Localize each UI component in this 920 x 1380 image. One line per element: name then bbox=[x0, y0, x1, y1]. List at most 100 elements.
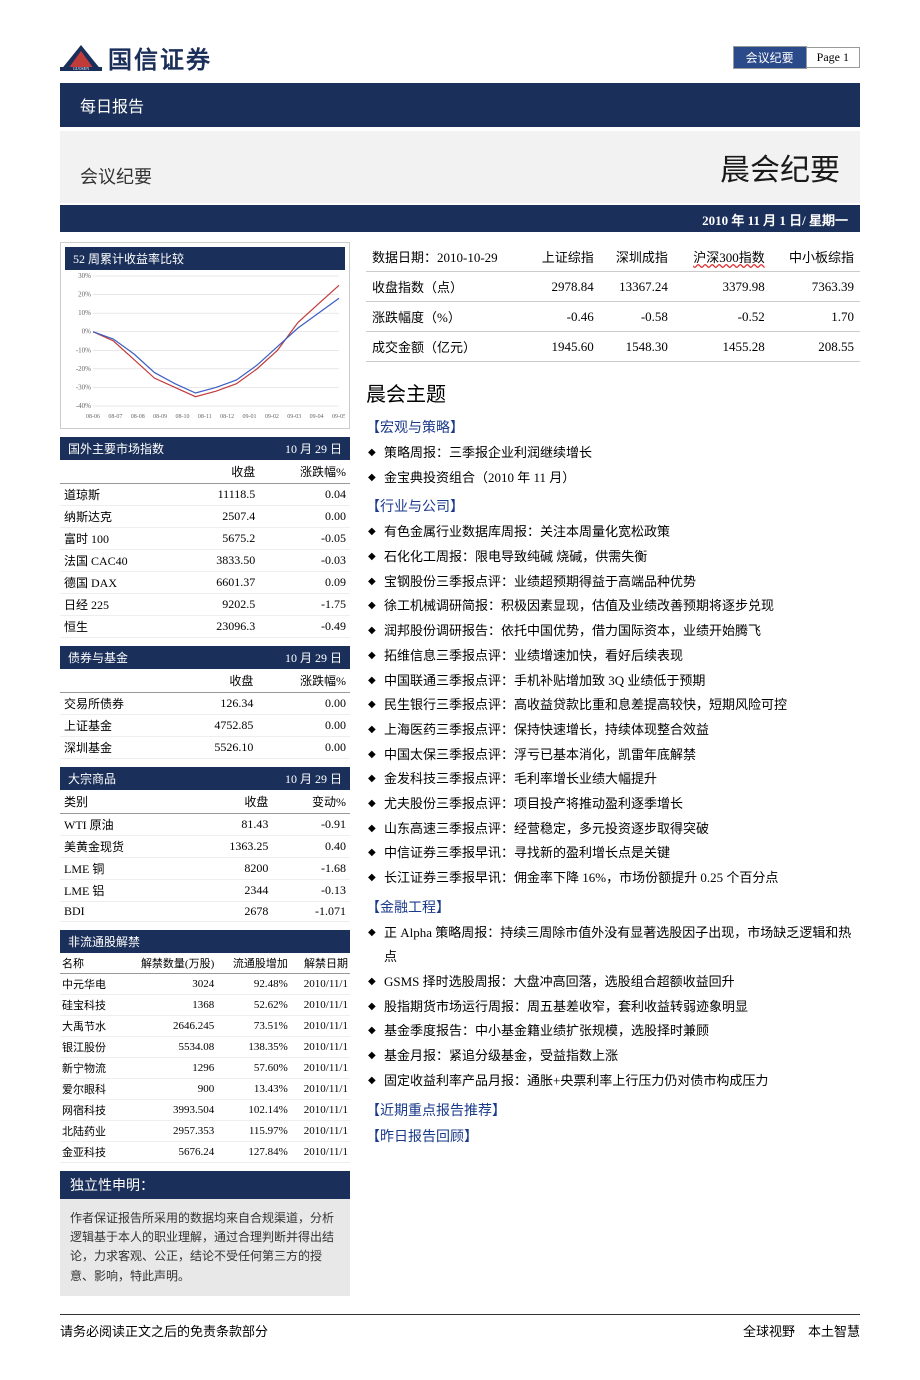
list-item: 中国太保三季报点评：浮亏已基本消化，凯雷年底解禁 bbox=[366, 743, 860, 768]
table-row: 上证基金4752.850.00 bbox=[60, 715, 350, 737]
date-bar: 2010 年 11 月 1 日/ 星期一 bbox=[60, 205, 860, 232]
svg-text:30%: 30% bbox=[78, 272, 91, 280]
table-row: 成交金额（亿元）1945.601548.301455.28208.55 bbox=[366, 332, 860, 362]
svg-text:08-10: 08-10 bbox=[175, 414, 189, 420]
list-item: 中信证券三季报早讯：寻找新的盈利增长点是关键 bbox=[366, 841, 860, 866]
list-item: 有色金属行业数据库周报：关注本周量化宽松政策 bbox=[366, 520, 860, 545]
table-row: 金亚科技5676.24127.84%2010/11/1 bbox=[60, 1142, 350, 1163]
foreign-idx-header: 国外主要市场指数 10 月 29 日 bbox=[60, 437, 350, 460]
footer-left: 请务必阅读正文之后的免责条款部分 bbox=[60, 1321, 268, 1340]
list-item: 上海医药三季报点评：保持快速增长，持续体现整合效益 bbox=[366, 718, 860, 743]
foreign-idx-date: 10 月 29 日 bbox=[285, 440, 342, 457]
table-row: 银江股份5534.08138.35%2010/11/1 bbox=[60, 1037, 350, 1058]
foreign-idx-table: 收盘涨跌幅%道琼斯11118.50.04纳斯达克2507.40.00富时 100… bbox=[60, 460, 350, 638]
page-tag-label: 会议纪要 bbox=[733, 46, 807, 69]
footer-right: 全球视野 本土智慧 bbox=[743, 1321, 860, 1340]
table-row: 德国 DAX6601.370.09 bbox=[60, 572, 350, 594]
section-label: 【行业与公司】 bbox=[366, 496, 860, 516]
theme-sections: 【宏观与策略】策略周报：三季报企业利润继续增长金宝典投资组合（2010 年 11… bbox=[366, 417, 860, 1146]
list-item: 策略周报：三季报企业利润继续增长 bbox=[366, 441, 860, 466]
header-row: GUOSEN 国信证券 会议纪要 Page 1 bbox=[60, 40, 860, 75]
table-row: 涨跌幅度（%）-0.46-0.58-0.521.70 bbox=[366, 302, 860, 332]
index-table: 数据日期：2010-10-29上证综指深圳成指沪深300指数中小板综指收盘指数（… bbox=[366, 242, 860, 362]
list-item: 宝钢股份三季报点评：业绩超预期得益于高端品种优势 bbox=[366, 570, 860, 595]
section-label: 【昨日报告回顾】 bbox=[366, 1126, 860, 1146]
list-item: 固定收益利率产品月报：通胀+央票利率上行压力仍对债市构成压力 bbox=[366, 1069, 860, 1094]
section-label: 【宏观与策略】 bbox=[366, 417, 860, 437]
table-row: 爱尔眼科90013.43%2010/11/1 bbox=[60, 1079, 350, 1100]
list-item: 民生银行三季报点评：高收益贷款比重和息差提高较快，短期风险可控 bbox=[366, 693, 860, 718]
foreign-idx-title: 国外主要市场指数 bbox=[68, 440, 164, 457]
main-title: 晨会纪要 bbox=[720, 145, 840, 189]
page-number: Page 1 bbox=[807, 47, 860, 68]
section-label: 【近期重点报告推荐】 bbox=[366, 1100, 860, 1120]
commodities-date: 10 月 29 日 bbox=[285, 770, 342, 787]
svg-text:08-09: 08-09 bbox=[153, 414, 167, 420]
svg-text:08-11: 08-11 bbox=[198, 414, 212, 420]
svg-text:08-07: 08-07 bbox=[108, 414, 122, 420]
svg-text:08-06: 08-06 bbox=[86, 414, 100, 420]
list-item: 基金季度报告：中小基金籍业绩扩张规模，选股择时兼顾 bbox=[366, 1019, 860, 1044]
table-row: 收盘指数（点）2978.8413367.243379.987363.39 bbox=[366, 272, 860, 302]
table-row: 法国 CAC403833.50-0.03 bbox=[60, 550, 350, 572]
list-item: 正 Alpha 策略周报：持续三周除市值外没有显著选股因子出现，市场缺乏逻辑和热… bbox=[366, 921, 860, 970]
right-column: 数据日期：2010-10-29上证综指深圳成指沪深300指数中小板综指收盘指数（… bbox=[366, 242, 860, 1296]
table-row: 中元华电302492.48%2010/11/1 bbox=[60, 974, 350, 995]
disclaimer-title: 独立性申明： bbox=[60, 1171, 350, 1199]
table-row: LME 铜8200-1.68 bbox=[60, 858, 350, 880]
table-row: 纳斯达克2507.40.00 bbox=[60, 506, 350, 528]
table-row: 北陆药业2957.353115.97%2010/11/1 bbox=[60, 1121, 350, 1142]
list-item: 山东高速三季报点评：经营稳定，多元投资逐步取得突破 bbox=[366, 817, 860, 842]
footer: 请务必阅读正文之后的免责条款部分 全球视野 本土智慧 bbox=[60, 1314, 860, 1340]
table-row: 富时 1005675.2-0.05 bbox=[60, 528, 350, 550]
bonds-table: 收盘涨跌幅%交易所债券126.340.00上证基金4752.850.00深圳基金… bbox=[60, 669, 350, 759]
table-row: 大禹节水2646.24573.51%2010/11/1 bbox=[60, 1016, 350, 1037]
svg-text:09-03: 09-03 bbox=[287, 414, 301, 420]
list-item: 金宝典投资组合（2010 年 11 月） bbox=[366, 466, 860, 491]
logo-icon: GUOSEN bbox=[60, 45, 102, 71]
subtitle-row: 会议纪要 晨会纪要 bbox=[60, 131, 860, 203]
unlock-title: 非流通股解禁 bbox=[68, 933, 140, 950]
svg-text:09-05: 09-05 bbox=[332, 414, 345, 420]
table-row: 美黄金现货1363.250.40 bbox=[60, 836, 350, 858]
table-row: 网宿科技3993.504102.14%2010/11/1 bbox=[60, 1100, 350, 1121]
list-item: 润邦股份调研报告：依托中国优势，借力国际资本，业绩开始腾飞 bbox=[366, 619, 860, 644]
list-item: 基金月报：紧追分级基金，受益指数上涨 bbox=[366, 1044, 860, 1069]
return-chart-title: 52 周累计收益率比较 bbox=[65, 247, 345, 270]
bullet-list: 策略周报：三季报企业利润继续增长金宝典投资组合（2010 年 11 月） bbox=[366, 441, 860, 490]
table-row: 深圳基金5526.100.00 bbox=[60, 737, 350, 759]
list-item: 石化化工周报：限电导致纯碱 烧碱，供需失衡 bbox=[366, 545, 860, 570]
table-row: BDI2678-1.071 bbox=[60, 902, 350, 922]
subtitle: 会议纪要 bbox=[80, 163, 152, 189]
table-row: LME 铝2344-0.13 bbox=[60, 880, 350, 902]
svg-text:-10%: -10% bbox=[76, 346, 91, 354]
return-chart-box: 52 周累计收益率比较 30%20%10%0%-10%-20%-30%-40% … bbox=[60, 242, 350, 429]
bonds-header: 债券与基金 10 月 29 日 bbox=[60, 646, 350, 669]
return-chart-svg: 30%20%10%0%-10%-20%-30%-40% 08-0608-0708… bbox=[65, 270, 345, 420]
table-row: 交易所债券126.340.00 bbox=[60, 693, 350, 715]
svg-text:08-12: 08-12 bbox=[220, 414, 234, 420]
unlock-table: 名称解禁数量(万股)流通股增加解禁日期中元华电302492.48%2010/11… bbox=[60, 953, 350, 1163]
bonds-title: 债券与基金 bbox=[68, 649, 128, 666]
commodities-header: 大宗商品 10 月 29 日 bbox=[60, 767, 350, 790]
svg-text:20%: 20% bbox=[78, 291, 91, 299]
svg-text:09-01: 09-01 bbox=[243, 414, 257, 420]
svg-text:10%: 10% bbox=[78, 309, 91, 317]
table-row: 道琼斯11118.50.04 bbox=[60, 484, 350, 506]
daily-report-bar: 每日报告 bbox=[60, 83, 860, 127]
theme-title: 晨会主题 bbox=[366, 378, 860, 407]
table-row: 新宁物流129657.60%2010/11/1 bbox=[60, 1058, 350, 1079]
unlock-header: 非流通股解禁 bbox=[60, 930, 350, 953]
bonds-date: 10 月 29 日 bbox=[285, 649, 342, 666]
svg-text:08-08: 08-08 bbox=[131, 414, 145, 420]
commodities-title: 大宗商品 bbox=[68, 770, 116, 787]
return-chart-title-text: 52 周累计收益率比较 bbox=[73, 250, 184, 267]
commodities-table: 类别收盘变动%WTI 原油81.43-0.91美黄金现货1363.250.40L… bbox=[60, 790, 350, 922]
table-row: 日经 2259202.5-1.75 bbox=[60, 594, 350, 616]
table-row: WTI 原油81.43-0.91 bbox=[60, 814, 350, 836]
table-row: 硅宝科技136852.62%2010/11/1 bbox=[60, 995, 350, 1016]
page-tag: 会议纪要 Page 1 bbox=[733, 46, 860, 69]
list-item: 徐工机械调研简报：积极因素显现，估值及业绩改善预期将逐步兑现 bbox=[366, 594, 860, 619]
left-column: 52 周累计收益率比较 30%20%10%0%-10%-20%-30%-40% … bbox=[60, 242, 350, 1296]
main-content: 52 周累计收益率比较 30%20%10%0%-10%-20%-30%-40% … bbox=[60, 242, 860, 1296]
